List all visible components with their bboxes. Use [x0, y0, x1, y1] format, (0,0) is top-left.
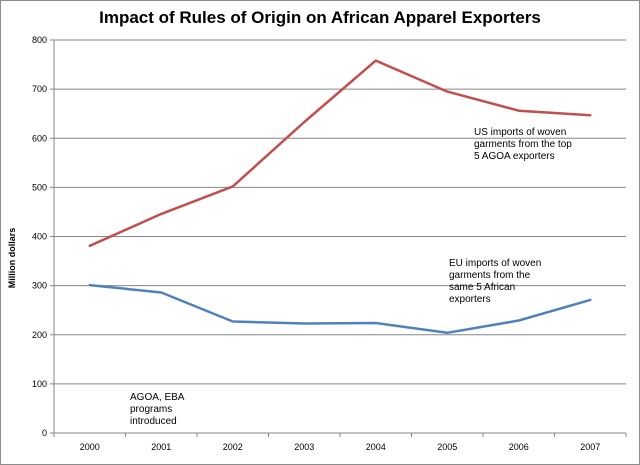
x-tick-label: 2000	[80, 442, 100, 452]
series-line-eu-imports	[88, 283, 592, 335]
y-tick-label: 700	[32, 84, 47, 94]
x-tick-label: 2005	[437, 442, 457, 452]
y-tick-label: 800	[32, 35, 47, 45]
x-tick-label: 2002	[223, 442, 243, 452]
y-tick-label: 600	[32, 133, 47, 143]
y-tick-label: 300	[32, 281, 47, 291]
x-tick-label: 2001	[151, 442, 171, 452]
y-tick-label: 400	[32, 232, 47, 242]
y-tick-label: 200	[32, 330, 47, 340]
agoa-eba-annotation: AGOA, EBA programs introduced	[130, 392, 185, 427]
y-tick-label: 500	[32, 182, 47, 192]
eu-imports-annotation: EU imports of woven garments from the sa…	[449, 258, 542, 305]
series-line-us-imports	[88, 59, 592, 248]
us-imports-annotation: US imports of woven garments from the to…	[474, 127, 572, 162]
y-tick-label: 100	[32, 379, 47, 389]
chart-title: Impact of Rules of Origin on African App…	[99, 8, 541, 27]
x-tick-label: 2003	[294, 442, 314, 452]
x-tick-label: 2004	[366, 442, 386, 452]
x-tick-label: 2007	[580, 442, 600, 452]
x-tick-label: 2006	[509, 442, 529, 452]
y-tick-label: 0	[42, 428, 47, 438]
